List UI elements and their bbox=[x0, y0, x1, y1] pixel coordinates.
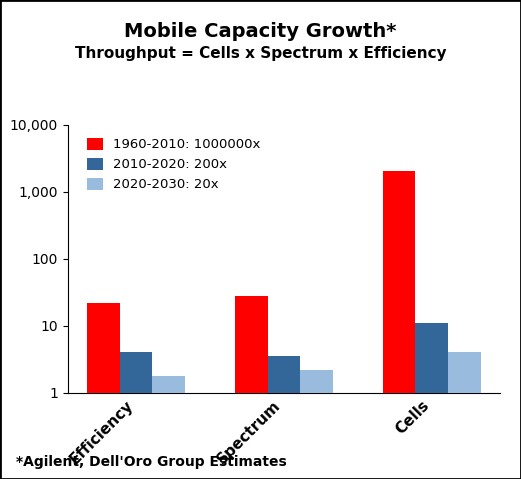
Y-axis label: Growth Factor: Growth Factor bbox=[0, 198, 4, 319]
Bar bbox=[448, 353, 480, 479]
Bar bbox=[383, 171, 415, 479]
Bar bbox=[415, 323, 448, 479]
Bar bbox=[120, 353, 153, 479]
Text: *Agilent, Dell'Oro Group Estimates: *Agilent, Dell'Oro Group Estimates bbox=[16, 456, 287, 469]
Text: Mobile Capacity Growth*: Mobile Capacity Growth* bbox=[125, 22, 396, 41]
Bar bbox=[235, 296, 268, 479]
Bar bbox=[300, 370, 333, 479]
Bar bbox=[268, 356, 300, 479]
Bar bbox=[88, 303, 120, 479]
Legend: 1960-2010: 1000000x, 2010-2020: 200x, 2020-2030: 20x: 1960-2010: 1000000x, 2010-2020: 200x, 20… bbox=[83, 134, 265, 195]
Bar bbox=[153, 376, 185, 479]
Text: Throughput = Cells x Spectrum x Efficiency: Throughput = Cells x Spectrum x Efficien… bbox=[75, 46, 446, 60]
